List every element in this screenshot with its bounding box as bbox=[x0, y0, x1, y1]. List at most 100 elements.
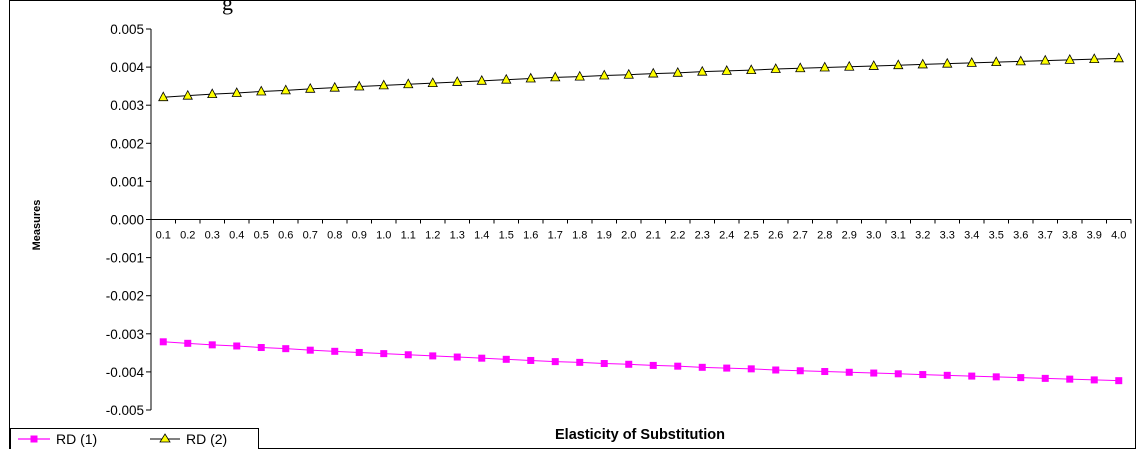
x-tick-label: 2.9 bbox=[842, 230, 857, 242]
data-point-marker bbox=[723, 364, 731, 372]
data-point-marker bbox=[721, 65, 732, 75]
data-point-marker bbox=[231, 87, 242, 97]
data-point-marker bbox=[991, 56, 1002, 67]
data-point-marker bbox=[380, 350, 388, 358]
data-point-marker bbox=[182, 89, 193, 100]
chart-border bbox=[9, 0, 1136, 449]
data-point-marker bbox=[306, 346, 314, 354]
x-tick-label: 1.4 bbox=[474, 230, 489, 242]
x-tick-label: 1.7 bbox=[548, 230, 563, 242]
data-point-marker bbox=[697, 65, 708, 76]
data-point-marker bbox=[674, 362, 682, 370]
data-point-marker bbox=[746, 64, 757, 75]
x-tick-label: 3.9 bbox=[1087, 230, 1102, 242]
series-line-2 bbox=[163, 57, 1119, 98]
data-point-marker bbox=[819, 61, 830, 72]
data-point-marker bbox=[476, 74, 487, 85]
data-point-marker bbox=[796, 367, 804, 375]
data-point-marker bbox=[331, 347, 339, 355]
data-point-marker bbox=[894, 370, 902, 378]
data-point-marker bbox=[478, 354, 486, 362]
x-tick-label: 0.1 bbox=[156, 230, 171, 242]
x-tick-label: 2.4 bbox=[719, 230, 734, 242]
x-axis-title: Elasticity of Substitution bbox=[555, 427, 725, 443]
data-point-marker bbox=[1089, 53, 1100, 63]
x-tick-label: 1.3 bbox=[450, 230, 465, 242]
data-point-marker bbox=[599, 69, 610, 80]
x-tick-label: 1.9 bbox=[597, 230, 612, 242]
data-point-marker bbox=[648, 67, 659, 78]
x-tick-label: 0.2 bbox=[180, 230, 195, 242]
x-tick-label: 0.9 bbox=[352, 230, 367, 242]
x-tick-labels: 0.1 0.2 0.3 0.4 0.5 0.6 0.7 0.8 0.9 1.0 1.1 1.2 1.3 1… bbox=[150, 219, 1132, 242]
data-point-marker bbox=[1115, 377, 1123, 385]
y-tick-label: 0.003 bbox=[110, 98, 144, 113]
data-point-marker bbox=[207, 88, 218, 99]
series-line-1 bbox=[163, 341, 1119, 382]
data-point-marker bbox=[233, 342, 241, 350]
data-point-marker bbox=[1017, 374, 1025, 382]
x-tick-label: 3.6 bbox=[1013, 230, 1028, 242]
x-tick-label: 0.6 bbox=[278, 230, 293, 242]
data-point-marker bbox=[698, 363, 706, 371]
x-tick-label: 0.5 bbox=[254, 230, 269, 242]
data-point-marker bbox=[354, 80, 365, 91]
y-tick-label: 0.002 bbox=[110, 136, 144, 151]
x-tick-label: 1.6 bbox=[523, 230, 538, 242]
data-point-marker bbox=[821, 368, 829, 376]
data-point-marker bbox=[256, 85, 267, 96]
x-tick-label: 3.0 bbox=[866, 230, 881, 242]
data-point-marker bbox=[527, 356, 535, 364]
data-point-marker bbox=[917, 58, 928, 69]
data-point-marker bbox=[550, 71, 561, 82]
x-tick-label: 2.5 bbox=[744, 230, 759, 242]
data-point-marker bbox=[1113, 52, 1124, 63]
data-point-marker bbox=[453, 353, 461, 361]
data-point-marker bbox=[845, 368, 853, 376]
y-tick-label: -0.002 bbox=[106, 289, 144, 304]
data-point-marker bbox=[280, 84, 291, 95]
data-point-marker bbox=[623, 68, 634, 79]
legend-label-rd2: RD (2) bbox=[186, 431, 227, 447]
data-point-marker bbox=[943, 371, 951, 379]
x-tick-label: 3.2 bbox=[915, 230, 930, 242]
y-tick-label: 0.005 bbox=[110, 22, 144, 37]
data-point-marker bbox=[968, 372, 976, 380]
x-tick-label: 0.4 bbox=[229, 230, 244, 242]
data-point-marker bbox=[868, 60, 879, 70]
data-point-marker bbox=[770, 63, 781, 73]
data-point-marker bbox=[305, 82, 316, 93]
data-point-marker bbox=[184, 339, 192, 347]
data-point-marker bbox=[600, 360, 608, 368]
data-point-marker bbox=[625, 360, 633, 368]
y-tick-label: 0.004 bbox=[110, 60, 144, 75]
x-tick-label: 0.8 bbox=[327, 230, 342, 242]
data-point-marker bbox=[452, 76, 463, 86]
data-point-marker bbox=[282, 345, 290, 353]
data-point-marker bbox=[1066, 375, 1074, 383]
x-tick-label: 0.3 bbox=[205, 230, 220, 242]
data-point-marker bbox=[574, 70, 585, 81]
x-tick-label: 2.0 bbox=[621, 230, 636, 242]
legend-label-rd1: RD (1) bbox=[56, 431, 97, 447]
x-tick-label: 1.1 bbox=[401, 230, 416, 242]
data-point-marker bbox=[208, 341, 216, 349]
x-tick-label: 3.3 bbox=[940, 230, 955, 242]
data-point-marker bbox=[378, 79, 389, 90]
data-point-marker bbox=[576, 358, 584, 366]
x-tick-label: 1.8 bbox=[572, 230, 587, 242]
data-point-marker bbox=[844, 60, 855, 71]
x-tick-label: 0.7 bbox=[303, 230, 318, 242]
x-tick-label: 3.8 bbox=[1062, 230, 1077, 242]
data-point-marker bbox=[329, 81, 340, 92]
x-tick-label: 2.7 bbox=[793, 230, 808, 242]
y-tick-label: 0.001 bbox=[110, 174, 144, 189]
data-point-marker bbox=[747, 365, 755, 373]
data-point-marker bbox=[893, 59, 904, 70]
data-point-marker bbox=[355, 348, 363, 356]
x-tick-label: 3.7 bbox=[1038, 230, 1053, 242]
clipped-heading-text: g bbox=[222, 0, 233, 15]
x-tick-label: 2.3 bbox=[695, 230, 710, 242]
data-point-marker bbox=[551, 358, 559, 366]
